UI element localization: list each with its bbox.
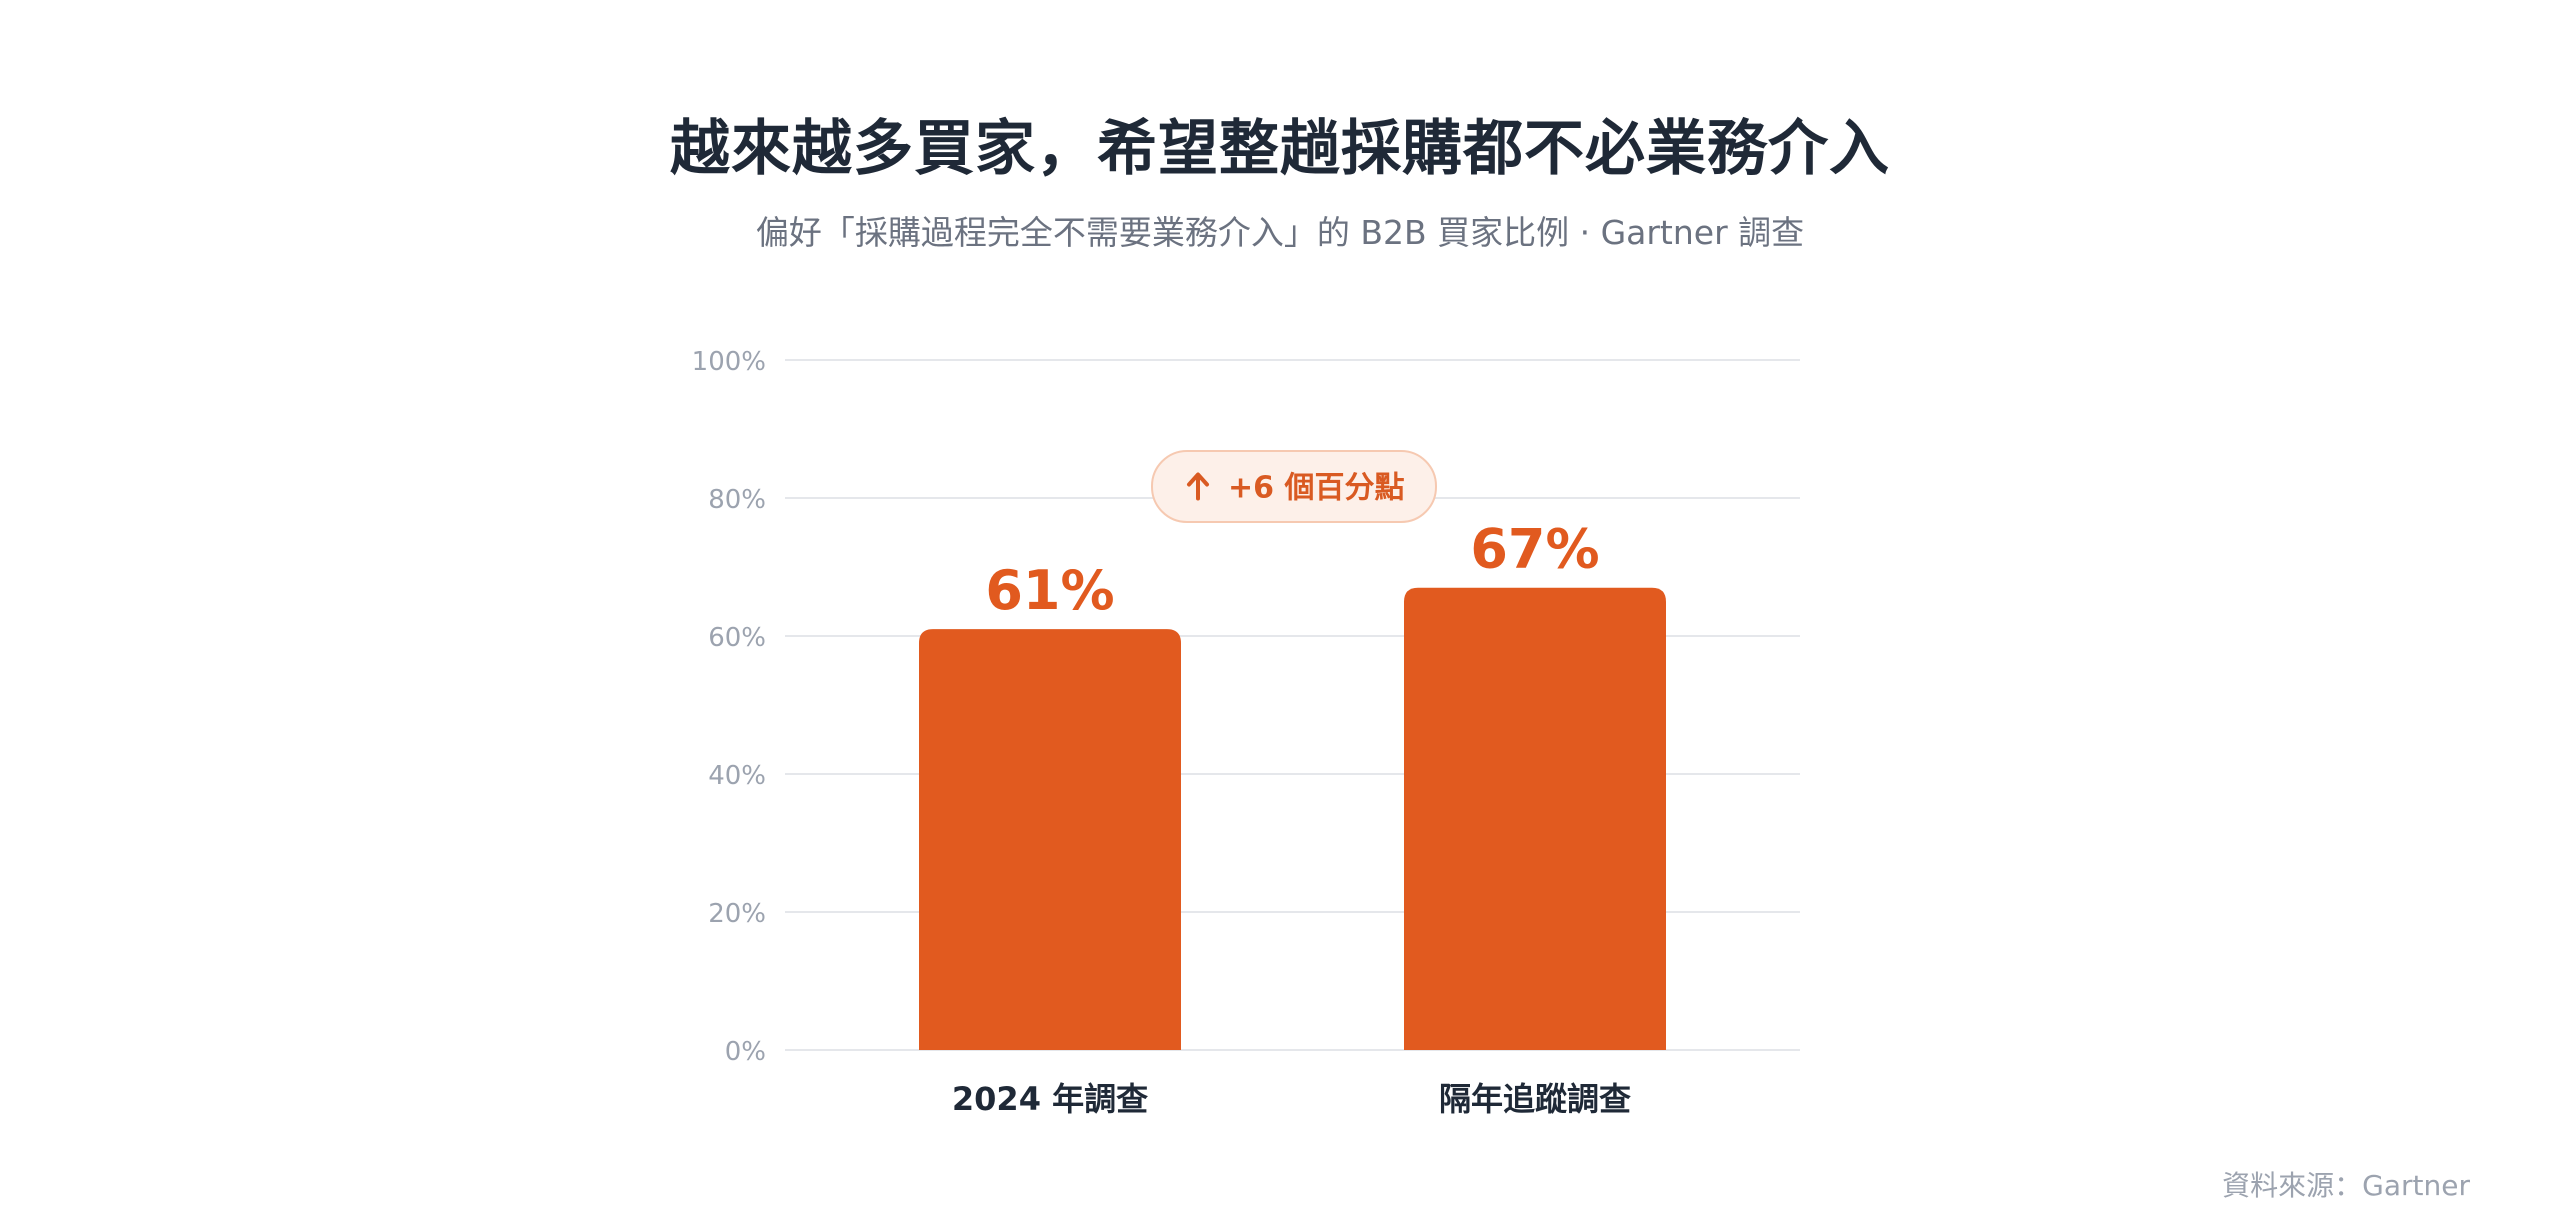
bar (919, 629, 1181, 1050)
y-tick-label: 60% (708, 623, 766, 653)
y-tick-label: 100% (692, 347, 766, 377)
y-tick-label: 20% (708, 899, 766, 929)
data-label: 61% (985, 559, 1114, 622)
delta-badge-label: +6 個百分點 (1228, 471, 1404, 506)
source-note: 資料來源：Gartner (2222, 1169, 2470, 1202)
y-tick-label: 40% (708, 761, 766, 791)
category-label: 隔年追蹤調查 (1439, 1080, 1631, 1118)
bar (1404, 587, 1666, 1050)
arrow-up-icon (1187, 472, 1209, 501)
data-label: 67% (1470, 518, 1599, 581)
category-label: 2024 年調查 (952, 1080, 1148, 1118)
delta-badge (1151, 450, 1437, 523)
y-tick-label: 0% (725, 1037, 766, 1067)
chart-title: 越來越多買家，希望整趟採購都不必業務介入 (670, 114, 1890, 184)
y-tick-label: 80% (708, 485, 766, 515)
chart-subtitle: 偏好「採購過程完全不需要業務介入」的 B2B 買家比例 · Gartner 調查 (755, 213, 1805, 252)
